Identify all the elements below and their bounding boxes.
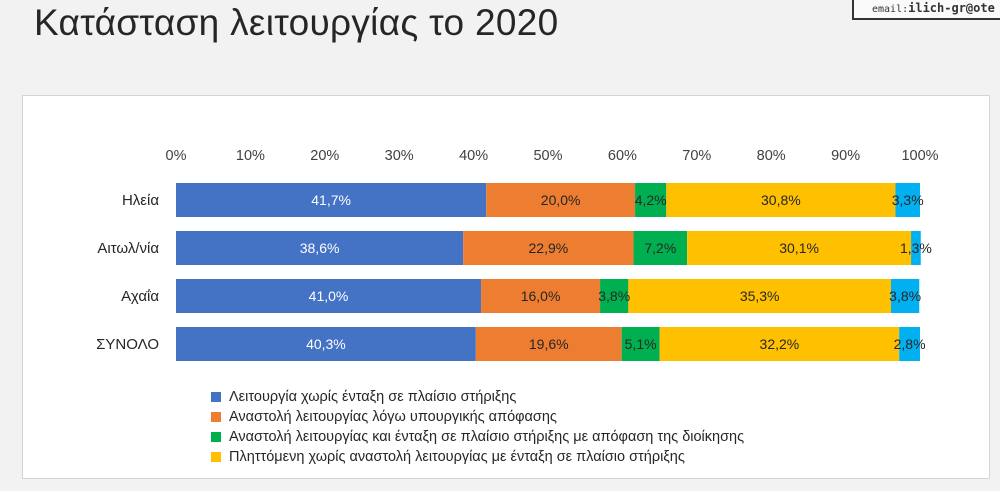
data-label: 20,0% [541,192,581,208]
bar-segment [600,279,629,313]
category-label: ΣΥΝΟΛΟ [96,336,159,353]
category-label: Αχαΐα [121,288,159,305]
x-tick-label: 90% [831,148,860,164]
bar-segment [687,231,912,265]
legend-label: Αναστολή λειτουργίας και ένταξη σε πλαίσ… [229,429,745,445]
legend-swatch [211,412,221,422]
category-label: Αιτωλ/νία [97,240,159,257]
bar-segment [895,183,920,217]
legend-item: Λειτουργία χωρίς ένταξη σε πλαίσιο στήρι… [211,387,744,407]
x-tick-label: 10% [236,148,265,164]
legend-swatch [211,392,221,402]
chart-legend: Λειτουργία χωρίς ένταξη σε πλαίσιο στήρι… [211,387,744,467]
bar-segment [666,183,896,217]
bar-segment [628,279,891,313]
data-label: 16,0% [521,288,561,304]
legend-label: Πληττόμενη χωρίς αναστολή λειτουργίας με… [229,449,685,465]
chart-panel: 0% 10% 20% 30% 40% 50% 60% 70% 80% 90% 100% Ηλεία Α… [22,95,990,479]
bar-segment [659,327,900,361]
legend-swatch [211,452,221,462]
data-label: 38,6% [300,240,340,256]
data-label: 41,0% [309,288,349,304]
data-label: 5,1% [625,336,657,352]
legend-label: Αναστολή λειτουργίας λόγω υπουργικής από… [229,409,557,425]
bar-segment [481,279,601,313]
data-label: 3,8% [598,288,630,304]
legend-item: Πληττόμενη χωρίς αναστολή λειτουργίας με… [211,447,744,467]
data-label: 2,8% [894,336,926,352]
x-tick-label: 20% [310,148,339,164]
bar-segment [176,231,464,265]
data-label: 4,2% [635,192,667,208]
legend-swatch [211,432,221,442]
legend-item: Αναστολή λειτουργίας και ένταξη σε πλαίσ… [211,427,744,447]
bar-segment [890,279,920,313]
bar-segments [176,183,921,361]
data-label: 19,6% [529,336,569,352]
data-label: 30,8% [761,192,801,208]
bar-segment [633,231,688,265]
bar-segment [911,231,921,265]
bar-segment [176,183,487,217]
data-label: 1,3% [900,240,932,256]
email-prefix: email: [872,4,909,15]
data-label: 3,8% [889,288,921,304]
category-labels: Ηλεία Αιτωλ/νία Αχαΐα ΣΥΝΟΛΟ [96,192,159,353]
email-watermark: email:ilich-gr@ote [852,0,1000,20]
category-label: Ηλεία [122,192,159,209]
x-tick-label: 0% [166,148,187,164]
email-value: ilich-gr@ote [908,1,995,15]
data-label: 22,9% [529,240,569,256]
bar-segment [176,279,482,313]
data-label: 32,2% [760,336,800,352]
x-tick-label: 80% [757,148,786,164]
bar-segment [635,183,667,217]
bar-segment [475,327,622,361]
bar-segment [486,183,636,217]
x-tick-label: 100% [901,148,938,164]
x-tick-label: 70% [682,148,711,164]
legend-label: Λειτουργία χωρίς ένταξη σε πλαίσιο στήρι… [229,389,517,405]
bar-segment [176,327,476,361]
bar-segment [621,327,660,361]
data-label: 40,3% [306,336,346,352]
x-tick-label: 50% [533,148,562,164]
x-tick-label: 40% [459,148,488,164]
legend-item: Αναστολή λειτουργίας λόγω υπουργικής από… [211,407,744,427]
data-label: 41,7% [311,192,351,208]
stacked-bar-chart: 0% 10% 20% 30% 40% 50% 60% 70% 80% 90% 100% Ηλεία Α… [96,148,939,361]
data-label: 7,2% [644,240,676,256]
x-tick-label: 60% [608,148,637,164]
data-label: 35,3% [740,288,780,304]
x-tick-label: 30% [385,148,414,164]
data-label: 30,1% [779,240,819,256]
x-axis-ticks: 0% 10% 20% 30% 40% 50% 60% 70% 80% 90% 100% [166,148,939,164]
slide-title: Κατάσταση λειτουργίας το 2020 [34,2,559,43]
bar-segment [899,327,920,361]
data-label: 3,3% [892,192,924,208]
bar-segment [463,231,634,265]
data-labels: 41,7% 20,0% 4,2% 30,8% 3,3% 38,6% 22,9% 7,2% 30,… [300,192,932,352]
